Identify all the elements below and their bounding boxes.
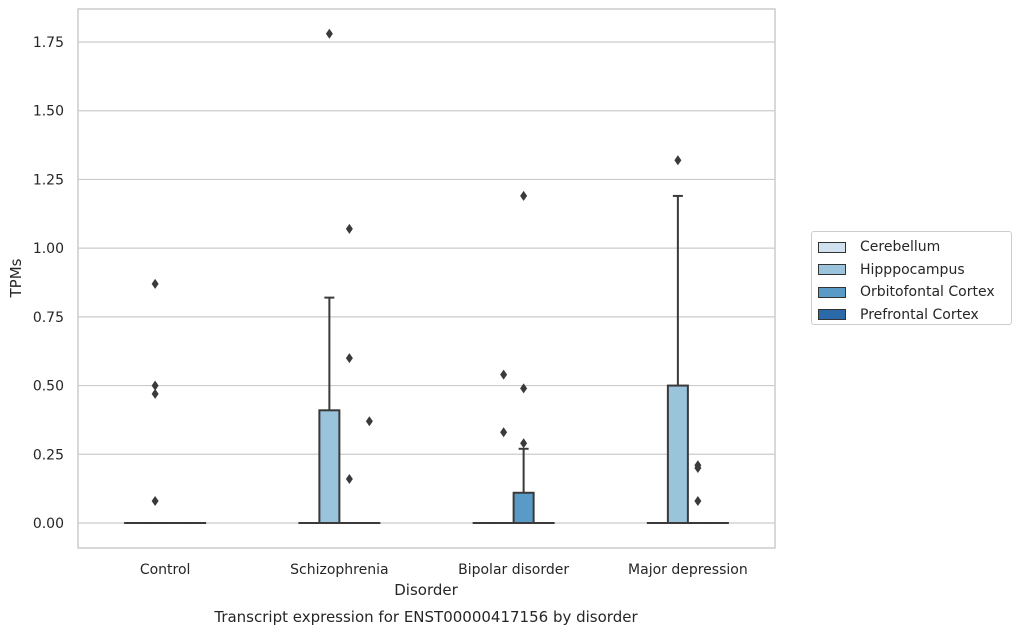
outlier-point <box>365 416 373 427</box>
y-tick-label: 0.75 <box>33 310 64 326</box>
outlier-point <box>345 353 353 364</box>
legend-swatch-cerebellum <box>818 241 846 253</box>
x-tick-labels: Control Schizophrenia Bipolar disorder Majo… <box>140 562 748 578</box>
outlier-point <box>345 223 353 234</box>
y-tick-label: 1.00 <box>33 241 64 257</box>
legend-item-orbitofrontal-cortex: Orbitofontal Cortex <box>818 281 1011 304</box>
legend-item-prefrontal-cortex: Prefrontal Cortex <box>818 304 1011 327</box>
box-group <box>492 369 515 525</box>
box <box>512 491 535 525</box>
legend-swatch-prefrontal-cortex <box>818 309 846 321</box>
outlier-point <box>325 28 333 39</box>
legend: Cerebellum Hipppocampus Orbitofontal Cor… <box>811 231 1012 325</box>
x-tick-label: Control <box>140 562 191 578</box>
y-tick-label: 1.50 <box>33 104 64 120</box>
y-tick-label: 1.25 <box>33 172 64 188</box>
y-axis-label: TPMs <box>7 258 25 298</box>
box-group <box>144 278 167 525</box>
box-group <box>338 223 361 525</box>
box-group <box>686 460 709 525</box>
y-tick-label: 1.75 <box>33 35 64 51</box>
outlier-point <box>151 278 159 289</box>
legend-swatch-hippocampus <box>818 264 846 276</box>
box <box>666 384 689 525</box>
box <box>318 409 341 524</box>
y-tick-label: 0.00 <box>33 516 64 532</box>
plot-area-frame <box>77 8 776 549</box>
y-tick-label: 0.50 <box>33 379 64 395</box>
outlier-point <box>151 388 159 399</box>
outlier-point <box>500 427 508 438</box>
x-tick-label: Major depression <box>628 562 748 578</box>
legend-label-hippocampus: Hipppocampus <box>860 261 965 278</box>
outlier-point <box>520 190 528 201</box>
box-group <box>318 28 341 524</box>
outlier-point <box>520 438 528 449</box>
legend-item-hippocampus: Hipppocampus <box>818 259 1011 282</box>
legend-item-cerebellum: Cerebellum <box>818 236 1011 259</box>
grid-lines <box>78 41 775 524</box>
outlier-point <box>151 496 159 507</box>
x-tick-label: Bipolar disorder <box>458 562 569 578</box>
legend-label-prefrontal-cortex: Prefrontal Cortex <box>860 306 979 323</box>
x-axis-label: Disorder <box>394 581 458 599</box>
outlier-point <box>345 474 353 485</box>
chart-title: Transcript expression for ENST0000041715… <box>213 608 638 626</box>
legend-label-cerebellum: Cerebellum <box>860 239 941 256</box>
outlier-point <box>694 496 702 507</box>
outlier-point <box>500 369 508 380</box>
x-tick-label: Schizophrenia <box>290 562 388 578</box>
outlier-point <box>151 380 159 391</box>
box-marks <box>124 28 729 525</box>
y-tick-labels: 0.00 0.25 0.50 0.75 1.00 1.25 1.50 1.75 <box>33 35 64 532</box>
outlier-point <box>520 383 528 394</box>
outlier-point <box>674 155 682 166</box>
legend-label-orbitofrontal-cortex: Orbitofontal Cortex <box>860 284 995 301</box>
y-tick-label: 0.25 <box>33 447 64 463</box>
box-group <box>512 190 535 525</box>
box-group <box>358 416 381 525</box>
legend-swatch-orbitofrontal-cortex <box>818 286 846 298</box>
outlier-point <box>694 463 702 474</box>
box-group <box>666 155 689 525</box>
